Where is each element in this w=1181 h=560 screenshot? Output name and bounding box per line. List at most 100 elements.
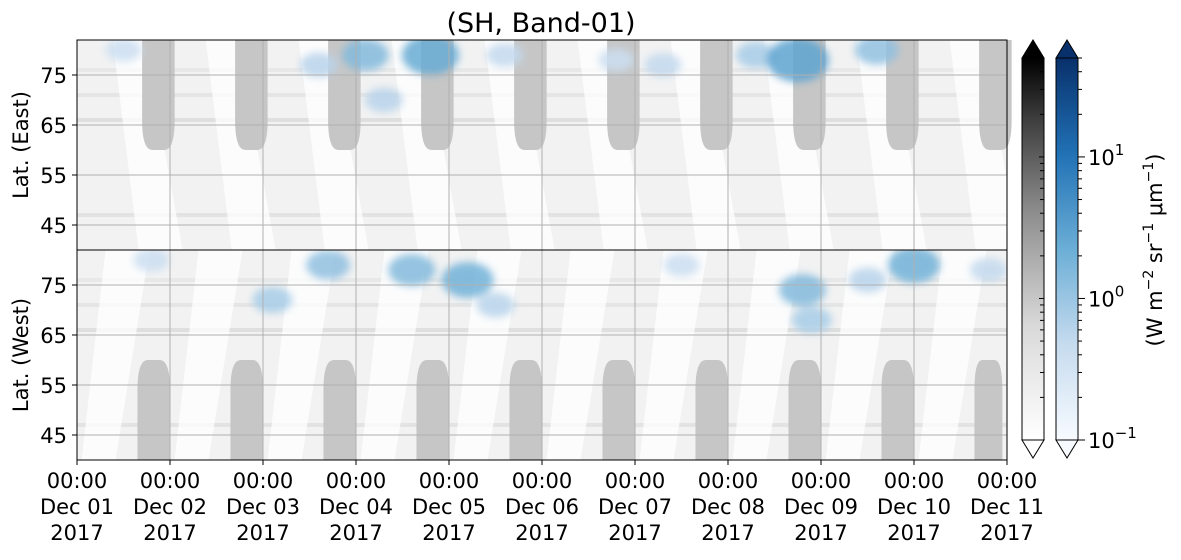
aurora-feature-0	[105, 40, 142, 62]
aurora-feature-20	[854, 40, 899, 65]
x-tick-time-1: 00:00	[140, 469, 201, 493]
east-bright-band-9	[949, 40, 1007, 250]
x-tick-time-7: 00:00	[698, 469, 759, 493]
west-no-data-region-0	[137, 360, 170, 460]
west-bright-band-1	[174, 250, 243, 460]
east-y-tick-label-0: 45	[40, 214, 67, 238]
aurora-feature-7	[388, 254, 436, 286]
x-tick-year-2: 2017	[236, 521, 289, 545]
x-tick-time-6: 00:00	[605, 469, 666, 493]
x-tick-time-2: 00:00	[233, 469, 294, 493]
east-bright-band-shape	[949, 40, 1007, 250]
x-tick-year-9: 2017	[887, 521, 940, 545]
aurora-feature-10	[476, 292, 515, 318]
aurora-feature-4	[341, 40, 389, 71]
aurora-feature-22	[969, 258, 1007, 282]
x-tick-date-10: Dec 11	[970, 495, 1044, 519]
x-tick-date-5: Dec 06	[505, 495, 579, 519]
colorbar-label-mid2: μm	[1143, 182, 1167, 223]
colorbar-tick-base: 10	[1088, 287, 1115, 311]
west-bright-band-2	[267, 250, 336, 460]
aurora-feature-1	[133, 250, 170, 272]
x-tick-time-0: 00:00	[47, 469, 108, 493]
colorbar-tick-base: 10	[1088, 146, 1115, 170]
west-bright-band-7	[732, 250, 801, 460]
west-y-axis-label: Lat. (West)	[9, 298, 33, 412]
blue-colorbar-extend-max	[1055, 39, 1079, 59]
colorbar-tick-base: 10	[1088, 429, 1115, 453]
gray-colorbar	[1021, 57, 1045, 441]
west-no-data-region-1	[230, 360, 263, 460]
west-bright-band-9	[918, 250, 987, 460]
east-no-data-region-6	[700, 40, 733, 150]
east-no-data-region-0	[142, 40, 175, 150]
west-bright-band-shape	[639, 250, 708, 460]
colorbar-label-exp1: −2	[1141, 270, 1157, 291]
aurora-feature-12	[598, 48, 635, 72]
aurora-feature-8	[401, 40, 459, 75]
west-bright-band-shape	[267, 250, 336, 460]
colorbar-tick-exponent: −1	[1115, 424, 1137, 442]
colorbar-label-exp3: −1	[1141, 162, 1157, 183]
west-no-data-region-9	[974, 360, 1003, 460]
west-aurora-layer	[133, 250, 1007, 334]
x-tick-time-4: 00:00	[419, 469, 480, 493]
x-tick-date-4: Dec 05	[412, 495, 486, 519]
chart-title: (SH, Band-01)	[446, 8, 635, 39]
west-y-tick-label-1: 65	[40, 324, 67, 348]
x-tick-time-10: 00:00	[977, 469, 1038, 493]
aurora-feature-6	[306, 250, 351, 280]
aurora-feature-16	[766, 40, 829, 82]
colorbar-label-suffix: )	[1143, 154, 1167, 162]
colorbar-label-prefix: (W m	[1143, 290, 1167, 346]
x-tick-year-4: 2017	[422, 521, 475, 545]
colorbar-label: (W m−2 sr−1 μm−1)	[1141, 154, 1167, 347]
west-bright-band-5	[546, 250, 615, 460]
aurora-feature-19	[848, 267, 887, 293]
x-tick-year-6: 2017	[608, 521, 661, 545]
west-bright-band-shape	[360, 250, 429, 460]
x-tick-date-0: Dec 01	[40, 495, 114, 519]
west-y-tick-label-3: 45	[40, 424, 67, 448]
west-no-data-region-5	[602, 360, 635, 460]
west-bright-band-6	[639, 250, 708, 460]
x-tick-time-8: 00:00	[791, 469, 852, 493]
x-tick-date-9: Dec 10	[877, 495, 951, 519]
aurora-feature-14	[663, 253, 700, 277]
colorbar-tick-label-0: 101	[1088, 141, 1124, 170]
colorbar-label-mid: sr	[1143, 243, 1167, 270]
x-tick-time-5: 00:00	[512, 469, 573, 493]
colorbar-tick-label-1: 100	[1088, 282, 1124, 311]
colorbar-tick-label-2: 10−1	[1088, 424, 1137, 453]
aurora-feature-2	[252, 286, 293, 314]
x-tick-date-1: Dec 02	[133, 495, 207, 519]
gray-colorbar-extend-max	[1021, 39, 1045, 59]
x-tick-date-8: Dec 09	[784, 495, 858, 519]
colorbar-tick-exponent: 0	[1115, 282, 1125, 300]
axes: 45 55 65 75 75 65 55 45 Lat. (East) Lat. (West) 00…	[9, 39, 1044, 545]
west-bright-band-shape	[174, 250, 243, 460]
aurora-feature-11	[486, 43, 524, 67]
east-y-tick-label-1: 55	[40, 164, 67, 188]
east-no-data-region-1	[235, 40, 268, 150]
aurora-feature-13	[644, 53, 682, 77]
east-y-axis-label: Lat. (East)	[9, 91, 33, 199]
plot-area	[77, 40, 1012, 460]
x-tick-date-2: Dec 03	[226, 495, 300, 519]
east-no-data-region-9	[979, 40, 1012, 150]
east-y-tick-label-2: 65	[40, 114, 67, 138]
aurora-feature-5	[364, 87, 403, 113]
colorbar-tick-exponent: 1	[1115, 141, 1125, 159]
west-bright-band-8	[825, 250, 894, 460]
west-bright-band-shape	[918, 250, 987, 460]
west-y-tick-label-0: 75	[40, 274, 67, 298]
east-no-data-region-8	[886, 40, 919, 150]
west-y-tick-label-2: 55	[40, 374, 67, 398]
west-bright-band-shape	[81, 250, 150, 460]
x-tick-date-3: Dec 04	[319, 495, 393, 519]
x-tick-time-3: 00:00	[326, 469, 387, 493]
west-bright-band-shape	[732, 250, 801, 460]
west-no-data-region-6	[695, 360, 728, 460]
aurora-feature-3	[299, 52, 338, 78]
